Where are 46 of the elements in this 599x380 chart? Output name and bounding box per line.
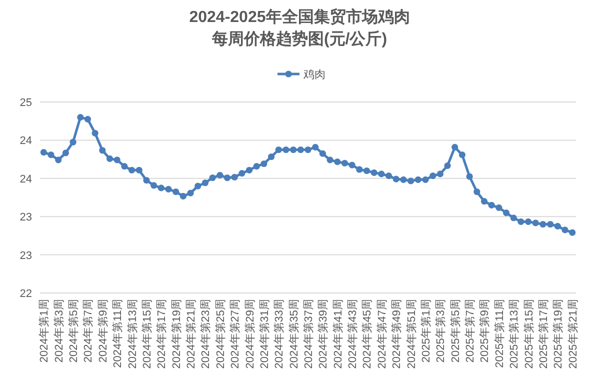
y-tick-label: 24	[20, 173, 32, 186]
x-tick-label: 2024年第29周	[244, 299, 256, 369]
x-tick-label: 2025年第13周	[508, 299, 521, 369]
x-tick-label: 2024年第23周	[200, 299, 212, 369]
y-tick-label: 24	[20, 135, 32, 148]
x-tick-label: 2025年第11周	[494, 299, 506, 368]
x-tick-label: 2024年第17周	[156, 299, 168, 369]
x-tick-label: 2024年第9周	[97, 299, 110, 363]
x-tick-label: 2024年第21周	[186, 299, 198, 369]
y-tick-label: 23	[20, 212, 32, 224]
x-tick-label: 2024年第43周	[347, 299, 360, 369]
x-tick-label: 2024年第39周	[318, 299, 330, 369]
y-tick-label: 25	[20, 97, 32, 109]
chart-title: 2024-2025年全国集贸市场鸡肉	[189, 8, 410, 26]
x-tick-label: 2024年第33周	[274, 299, 286, 369]
x-tick-label: 2025年第17周	[538, 299, 550, 369]
x-tick-label: 2024年第15周	[141, 299, 154, 369]
x-tick-label: 2024年第19周	[170, 299, 183, 369]
legend-label: 鸡肉	[302, 69, 326, 81]
x-tick-label: 2024年第27周	[230, 299, 242, 369]
x-tick-label: 2024年第25周	[214, 299, 227, 369]
x-tick-label: 2024年第49周	[391, 299, 404, 369]
x-tick-label: 2024年第35周	[288, 299, 300, 369]
x-tick-label: 2024年第41周	[332, 299, 344, 369]
x-tick-label: 2024年第47周	[376, 299, 388, 369]
x-tick-label: 2025年第9周	[479, 299, 492, 363]
x-tick-label: 2025年第5周	[450, 299, 462, 363]
x-tick-label: 2024年第13周	[126, 299, 139, 369]
x-tick-label: 2024年第45周	[362, 299, 374, 369]
x-tick-label: 2024年第11周	[112, 299, 124, 368]
x-tick-label: 2024年第31周	[258, 299, 271, 369]
x-tick-label: 2024年第1周	[38, 299, 51, 363]
x-tick-label: 2024年第5周	[68, 299, 80, 363]
x-tick-label: 2025年第1周	[420, 299, 432, 363]
y-tick-label: 23	[20, 250, 32, 262]
chart-subtitle: 每周价格趋势图(元/公斤)	[210, 30, 388, 48]
x-tick-label: 2025年第3周	[435, 299, 448, 363]
x-tick-label: 2024年第37周	[303, 299, 315, 369]
x-tick-label: 2025年第21周	[567, 299, 580, 369]
x-tick-label: 2025年第7周	[464, 299, 477, 363]
x-tick-label: 2025年第15周	[523, 299, 536, 369]
x-tick-label: 2024年第3周	[53, 299, 66, 363]
x-tick-label: 2024年第51周	[406, 299, 418, 369]
x-tick-label: 2024年第7周	[82, 299, 95, 363]
y-tick-label: 22	[20, 288, 32, 300]
x-tick-label: 2025年第19周	[552, 299, 565, 369]
